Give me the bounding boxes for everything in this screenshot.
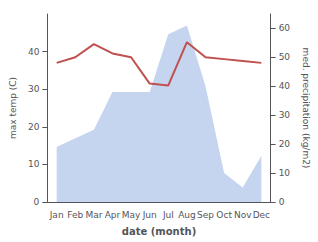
svg-text:Jan: Jan — [49, 210, 64, 220]
svg-text:Mar: Mar — [85, 210, 102, 220]
svg-text:40: 40 — [28, 47, 40, 57]
svg-text:Aug: Aug — [178, 210, 196, 220]
svg-text:Apr: Apr — [105, 210, 121, 220]
svg-text:Jul: Jul — [162, 210, 174, 220]
svg-text:Jun: Jun — [142, 210, 157, 220]
svg-text:40: 40 — [279, 81, 291, 91]
svg-text:Sep: Sep — [197, 210, 214, 220]
svg-text:0: 0 — [34, 197, 40, 207]
svg-text:Dec: Dec — [253, 210, 270, 220]
svg-text:30: 30 — [279, 110, 291, 120]
svg-text:Feb: Feb — [67, 210, 83, 220]
svg-text:20: 20 — [279, 139, 291, 149]
svg-text:60: 60 — [279, 23, 291, 33]
svg-text:Oct: Oct — [216, 210, 232, 220]
svg-text:30: 30 — [28, 84, 40, 94]
svg-text:20: 20 — [28, 122, 40, 132]
svg-text:10: 10 — [279, 168, 291, 178]
svg-text:max temp (C): max temp (C) — [8, 77, 18, 139]
svg-text:date (month): date (month) — [122, 226, 196, 237]
svg-text:10: 10 — [28, 159, 40, 169]
svg-text:med. precipitation (kg/m2): med. precipitation (kg/m2) — [301, 48, 311, 169]
svg-text:50: 50 — [279, 52, 291, 62]
svg-text:0: 0 — [279, 197, 285, 207]
svg-text:May: May — [122, 210, 141, 220]
svg-text:Nov: Nov — [234, 210, 252, 220]
